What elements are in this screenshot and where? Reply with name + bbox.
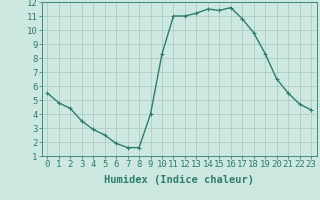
X-axis label: Humidex (Indice chaleur): Humidex (Indice chaleur) [104,175,254,185]
